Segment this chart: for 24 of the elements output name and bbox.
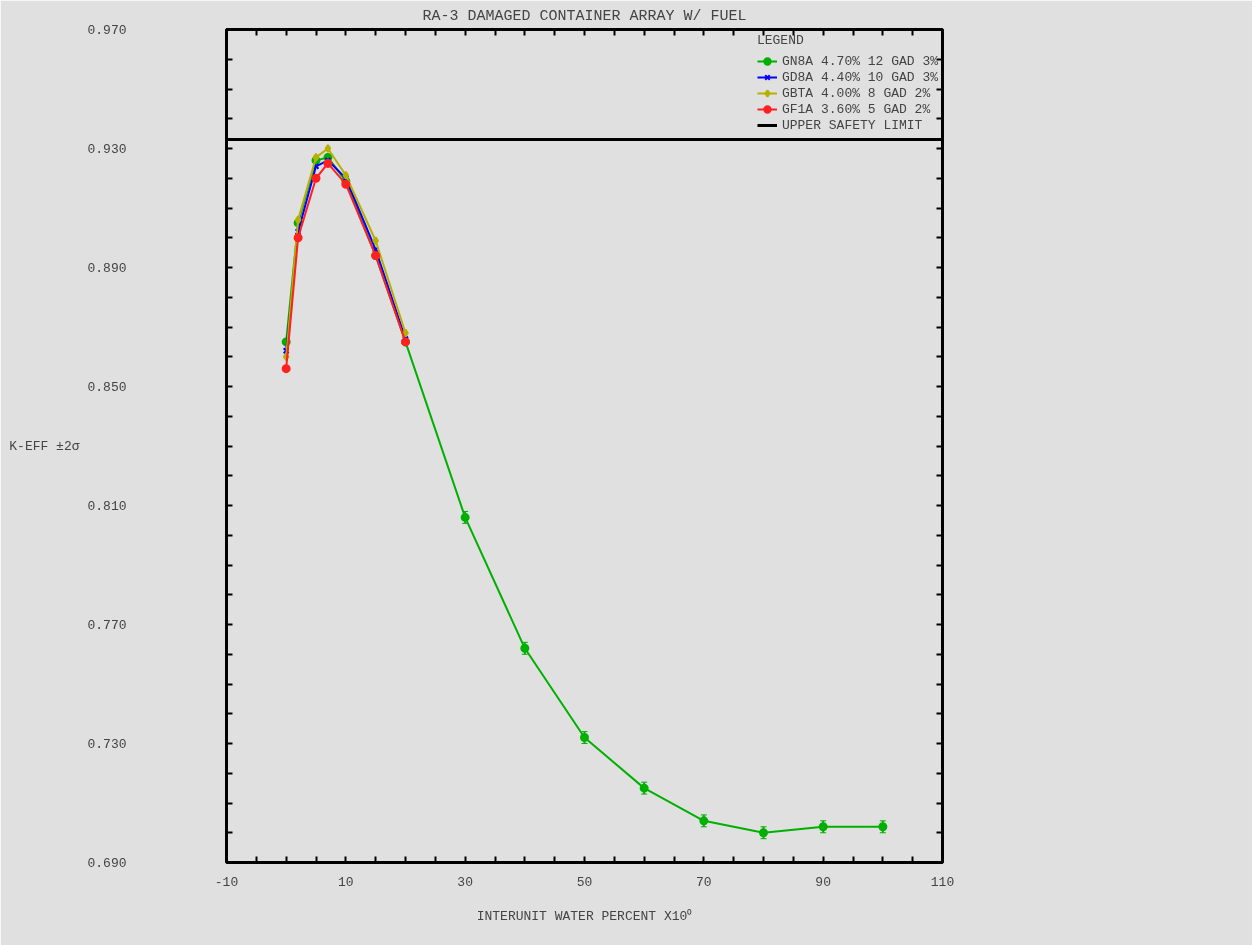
x-tick-label: 70 — [696, 874, 712, 890]
y-tick-label: 0.730 — [87, 737, 127, 752]
x-tick-label: 10 — [338, 874, 354, 890]
legend-label: GBTA 4.00% 8 GAD 2% — [781, 85, 931, 101]
x-tick-label: -10 — [214, 874, 239, 890]
x-tick-label: 50 — [576, 874, 593, 890]
legend-label: UPPER SAFETY LIMIT — [781, 117, 923, 133]
y-tick-label: 0.970 — [87, 23, 127, 38]
y-tick-label: 0.770 — [87, 618, 127, 633]
x-axis-title: INTERUNIT WATER PERCENT X10⁰ — [476, 907, 693, 924]
y-tick-label: 0.810 — [87, 499, 127, 514]
y-tick-label: 0.850 — [87, 380, 127, 395]
legend-title: LEGEND — [756, 33, 805, 48]
chart-title: RA-3 DAMAGED CONTAINER ARRAY W/ FUEL — [422, 7, 747, 25]
y-tick-label: 0.690 — [87, 856, 127, 871]
x-tick-label: 90 — [815, 874, 831, 890]
y-tick-label: 0.890 — [87, 261, 127, 276]
x-tick-label: 30 — [457, 874, 473, 890]
legend-label: GN8A 4.70% 12 GAD 3% — [781, 53, 938, 69]
x-tick-label: 110 — [930, 874, 955, 890]
y-axis-title: K-EFF ±2σ — [9, 438, 80, 454]
y-tick-label: 0.930 — [87, 142, 127, 157]
legend-label: GF1A 3.60% 5 GAD 2% — [781, 101, 931, 117]
legend-label: GD8A 4.40% 10 GAD 3% — [781, 69, 938, 85]
